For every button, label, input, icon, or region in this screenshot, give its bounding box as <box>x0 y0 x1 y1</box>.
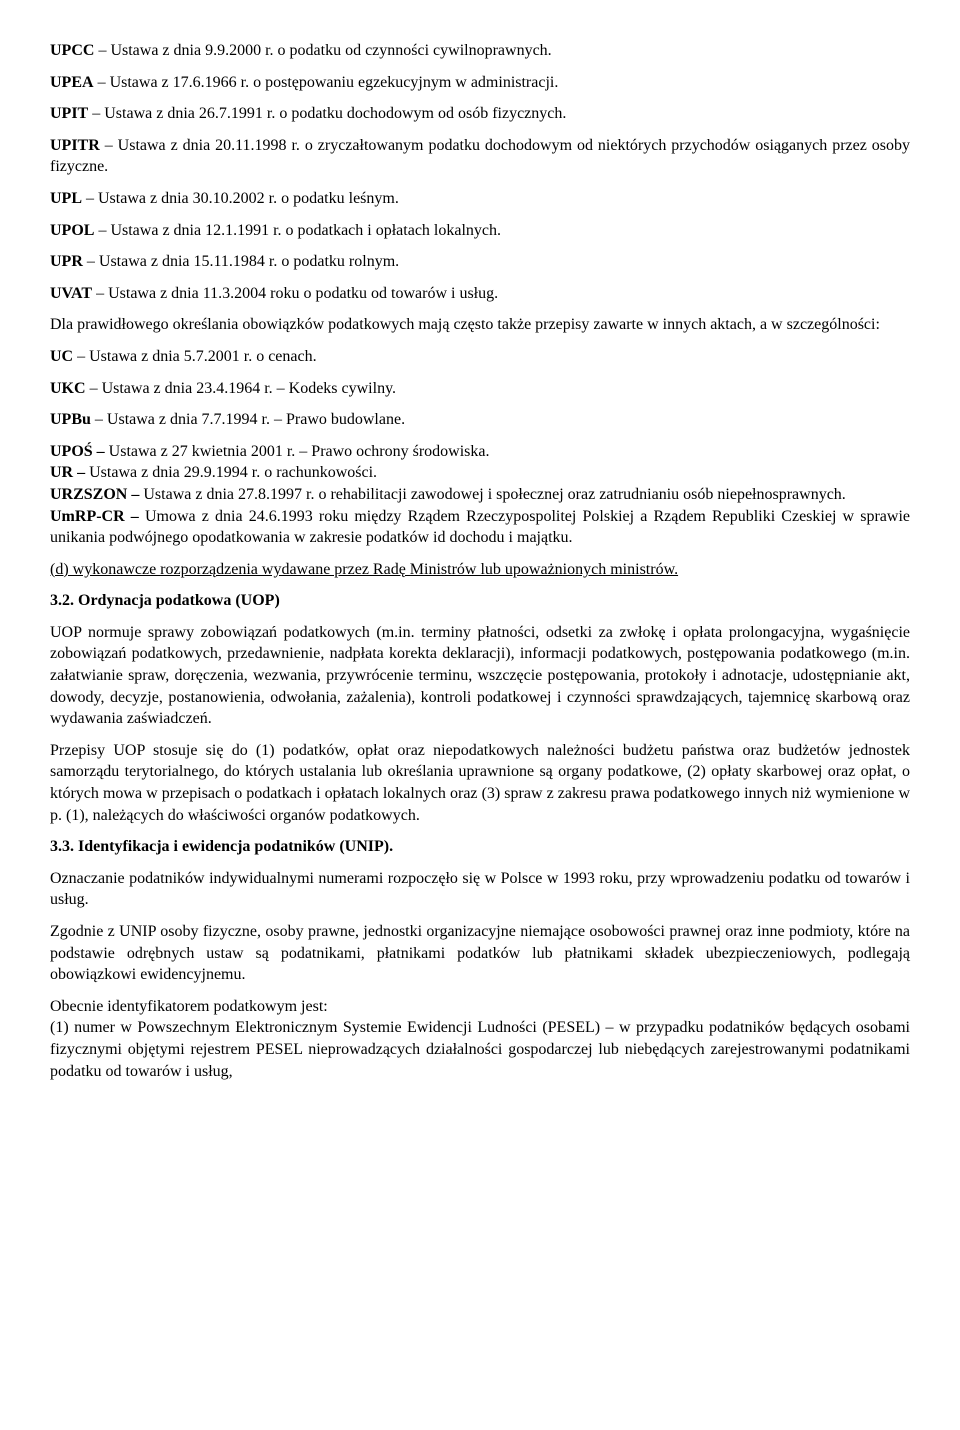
paragraph-unip-subjects: Zgodnie z UNIP osoby fizyczne, osoby pra… <box>50 921 910 986</box>
heading-3-2: 3.2. Ordynacja podatkowa (UOP) <box>50 590 910 612</box>
law-abbr-line: UC – Ustawa z dnia 5.7.2001 r. o cenach. <box>50 346 910 368</box>
paragraph-unip-intro: Oznaczanie podatników indywidualnymi num… <box>50 868 910 911</box>
abbr-ukc: UKC <box>50 380 86 397</box>
desc-ukc: – Ustawa z dnia 23.4.1964 r. – Kodeks cy… <box>86 380 396 397</box>
abbr-umrp-cr: UmRP-CR – <box>50 508 145 525</box>
identifier-item-1: (1) numer w Powszechnym Elektronicznym S… <box>50 1019 910 1079</box>
desc-uc: – Ustawa z dnia 5.7.2001 r. o cenach. <box>73 348 316 365</box>
desc-upcc: – Ustawa z dnia 9.9.2000 r. o podatku od… <box>94 42 551 59</box>
desc-upol: – Ustawa z dnia 12.1.1991 r. o podatkach… <box>94 222 501 239</box>
abbr-upitr: UPITR <box>50 137 100 154</box>
abbr-uc: UC <box>50 348 73 365</box>
desc-umrp-cr: Umowa z dnia 24.6.1993 roku między Rząde… <box>50 508 910 547</box>
paragraph-identifier-block: Obecnie identyfikatorem podatkowym jest:… <box>50 996 910 1082</box>
law-abbr-line: UKC – Ustawa z dnia 23.4.1964 r. – Kodek… <box>50 378 910 400</box>
law-abbr-line: UPOL – Ustawa z dnia 12.1.1991 r. o poda… <box>50 220 910 242</box>
abbr-upol: UPOL <box>50 222 94 239</box>
desc-upit: – Ustawa z dnia 26.7.1991 r. o podatku d… <box>88 105 566 122</box>
desc-ur: Ustawa z dnia 29.9.1994 r. o rachunkowoś… <box>89 464 377 481</box>
law-abbr-line: UPITR – Ustawa z dnia 20.11.1998 r. o zr… <box>50 135 910 178</box>
law-abbr-line: UPBu – Ustawa z dnia 7.7.1994 r. – Prawo… <box>50 409 910 431</box>
paragraph-intro-other-acts: Dla prawidłowego określania obowiązków p… <box>50 314 910 336</box>
abbr-upr: UPR <box>50 253 83 270</box>
abbr-upcc: UPCC <box>50 42 94 59</box>
law-abbr-block: UPOŚ – Ustawa z 27 kwietnia 2001 r. – Pr… <box>50 441 910 549</box>
desc-upl: – Ustawa z dnia 30.10.2002 r. o podatku … <box>82 190 399 207</box>
heading-3-3: 3.3. Identyfikacja i ewidencja podatnikó… <box>50 836 910 858</box>
desc-upr: – Ustawa z dnia 15.11.1984 r. o podatku … <box>83 253 399 270</box>
abbr-upit: UPIT <box>50 105 88 122</box>
paragraph-d-executive-regulations: (d) wykonawcze rozporządzenia wydawane p… <box>50 559 910 581</box>
abbr-upea: UPEA <box>50 74 94 91</box>
paragraph-uop-application: Przepisy UOP stosuje się do (1) podatków… <box>50 740 910 826</box>
law-abbr-line: UPIT – Ustawa z dnia 26.7.1991 r. o poda… <box>50 103 910 125</box>
desc-urzszon: Ustawa z dnia 27.8.1997 r. o rehabilitac… <box>143 486 845 503</box>
desc-upos: Ustawa z 27 kwietnia 2001 r. – Prawo och… <box>109 443 490 460</box>
abbr-ur: UR – <box>50 464 89 481</box>
desc-upbu: – Ustawa z dnia 7.7.1994 r. – Prawo budo… <box>91 411 405 428</box>
law-abbr-line: UPEA – Ustawa z 17.6.1966 r. o postępowa… <box>50 72 910 94</box>
abbr-upl: UPL <box>50 190 82 207</box>
identifier-intro: Obecnie identyfikatorem podatkowym jest: <box>50 998 328 1015</box>
law-abbr-line: UPL – Ustawa z dnia 30.10.2002 r. o poda… <box>50 188 910 210</box>
desc-upitr: – Ustawa z dnia 20.11.1998 r. o zryczałt… <box>50 137 910 176</box>
abbr-upos: UPOŚ – <box>50 443 109 460</box>
abbr-upbu: UPBu <box>50 411 91 428</box>
law-abbr-line: UPR – Ustawa z dnia 15.11.1984 r. o poda… <box>50 251 910 273</box>
desc-uvat: – Ustawa z dnia 11.3.2004 roku o podatku… <box>92 285 498 302</box>
abbr-urzszon: URZSZON – <box>50 486 143 503</box>
law-abbr-line: UPCC – Ustawa z dnia 9.9.2000 r. o podat… <box>50 40 910 62</box>
abbr-uvat: UVAT <box>50 285 92 302</box>
paragraph-uop-scope: UOP normuje sprawy zobowiązań podatkowyc… <box>50 622 910 730</box>
desc-upea: – Ustawa z 17.6.1966 r. o postępowaniu e… <box>94 74 559 91</box>
law-abbr-line: UVAT – Ustawa z dnia 11.3.2004 roku o po… <box>50 283 910 305</box>
